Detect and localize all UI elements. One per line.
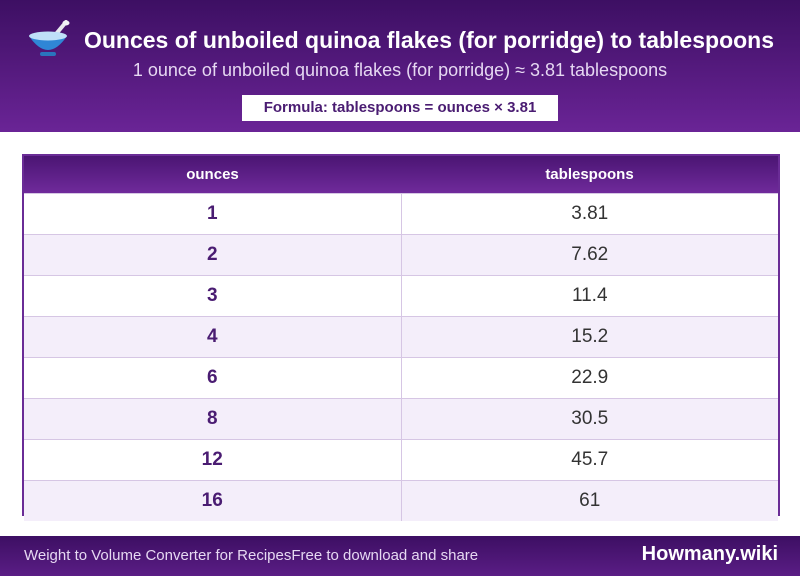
ounces-cell: 1 — [24, 193, 402, 235]
tablespoons-cell: 15.2 — [401, 316, 778, 358]
conversion-table: ounces tablespoons 1 3.81 2 7.62 3 11.4 … — [22, 154, 780, 521]
column-header-ounces: ounces — [24, 156, 401, 194]
table-row: 6 22.9 — [24, 357, 778, 399]
conversion-subtitle: 1 ounce of unboiled quinoa flakes (for p… — [132, 60, 668, 80]
column-header-tablespoons: tablespoons — [401, 156, 778, 194]
bowl-icon — [28, 20, 70, 56]
tablespoons-cell: 22.9 — [401, 357, 778, 399]
ounces-cell: 12 — [24, 439, 402, 481]
ounces-cell: 4 — [24, 316, 402, 358]
ounces-cell: 2 — [24, 234, 402, 276]
footer-tagline: Weight to Volume Converter for RecipesFr… — [24, 547, 479, 564]
table-row: 3 11.4 — [24, 275, 778, 317]
ounces-cell: 3 — [24, 275, 402, 317]
tablespoons-cell: 3.81 — [401, 193, 778, 235]
table-row: 16 61 — [24, 480, 778, 521]
ounces-cell: 16 — [24, 480, 402, 521]
tablespoons-cell: 45.7 — [401, 439, 778, 481]
table-row: 2 7.62 — [24, 234, 778, 276]
tablespoons-cell: 30.5 — [401, 398, 778, 440]
table-header-row: ounces tablespoons — [24, 156, 778, 194]
table-row: 8 30.5 — [24, 398, 778, 440]
title-row: Ounces of unboiled quinoa flakes (for po… — [0, 18, 800, 62]
table-row: 1 3.81 — [24, 193, 778, 235]
page-title: Ounces of unboiled quinoa flakes (for po… — [83, 26, 775, 53]
tablespoons-cell: 61 — [401, 480, 778, 521]
formula-badge: Formula: tablespoons = ounces × 3.81 — [242, 95, 558, 121]
tablespoons-cell: 7.62 — [401, 234, 778, 276]
brand-link[interactable]: Howmany.wiki — [641, 543, 778, 565]
footer-bar: Weight to Volume Converter for RecipesFr… — [0, 536, 800, 576]
table-row: 12 45.7 — [24, 439, 778, 481]
table-row: 4 15.2 — [24, 316, 778, 358]
tablespoons-cell: 11.4 — [401, 275, 778, 317]
header-banner: Ounces of unboiled quinoa flakes (for po… — [0, 0, 800, 132]
ounces-cell: 6 — [24, 357, 402, 399]
ounces-cell: 8 — [24, 398, 402, 440]
